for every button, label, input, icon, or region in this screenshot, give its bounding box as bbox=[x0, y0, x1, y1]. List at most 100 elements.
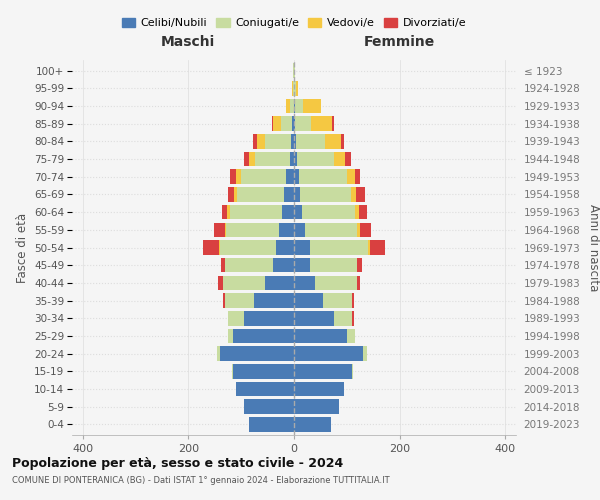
Bar bbox=[233, 364, 294, 378]
Bar bbox=[347, 170, 355, 184]
Bar bbox=[358, 222, 360, 237]
Bar bbox=[310, 240, 368, 255]
Bar bbox=[227, 205, 230, 220]
Bar bbox=[273, 116, 281, 131]
Bar bbox=[295, 98, 303, 113]
Bar bbox=[225, 294, 254, 308]
Bar bbox=[290, 152, 294, 166]
Bar bbox=[286, 98, 290, 113]
Bar bbox=[265, 134, 292, 148]
Bar bbox=[355, 170, 360, 184]
Bar bbox=[232, 364, 233, 378]
Bar bbox=[230, 170, 236, 184]
Bar bbox=[358, 276, 360, 290]
Bar bbox=[230, 205, 283, 220]
Bar bbox=[281, 116, 292, 131]
Bar bbox=[294, 187, 301, 202]
Bar bbox=[286, 170, 294, 184]
Bar bbox=[292, 134, 294, 148]
Bar bbox=[292, 116, 294, 131]
Text: Femmine: Femmine bbox=[364, 36, 436, 50]
Text: Maschi: Maschi bbox=[161, 36, 215, 50]
Bar bbox=[244, 400, 294, 414]
Bar bbox=[220, 240, 275, 255]
Bar bbox=[360, 222, 371, 237]
Bar bbox=[256, 152, 290, 166]
Bar bbox=[345, 152, 350, 166]
Bar bbox=[294, 222, 305, 237]
Bar bbox=[217, 346, 220, 361]
Bar bbox=[294, 294, 323, 308]
Bar bbox=[226, 222, 279, 237]
Bar bbox=[350, 187, 356, 202]
Bar bbox=[236, 170, 241, 184]
Bar bbox=[253, 134, 257, 148]
Bar bbox=[249, 152, 256, 166]
Bar bbox=[294, 258, 310, 272]
Bar bbox=[332, 116, 334, 131]
Bar bbox=[293, 81, 294, 96]
Bar bbox=[352, 294, 354, 308]
Bar bbox=[219, 240, 220, 255]
Bar bbox=[244, 152, 249, 166]
Bar bbox=[363, 346, 367, 361]
Bar bbox=[294, 152, 296, 166]
Bar bbox=[370, 240, 385, 255]
Bar bbox=[283, 205, 294, 220]
Bar bbox=[203, 240, 219, 255]
Bar bbox=[218, 276, 223, 290]
Bar bbox=[294, 346, 363, 361]
Bar bbox=[303, 98, 322, 113]
Y-axis label: Anni di nascita: Anni di nascita bbox=[587, 204, 600, 291]
Bar bbox=[296, 152, 334, 166]
Bar bbox=[359, 205, 367, 220]
Bar bbox=[234, 187, 237, 202]
Bar bbox=[294, 205, 302, 220]
Bar bbox=[223, 276, 265, 290]
Bar bbox=[302, 205, 355, 220]
Y-axis label: Fasce di età: Fasce di età bbox=[16, 212, 29, 282]
Bar bbox=[272, 116, 273, 131]
Bar bbox=[347, 328, 355, 343]
Bar bbox=[356, 187, 365, 202]
Bar bbox=[221, 258, 225, 272]
Bar bbox=[301, 187, 350, 202]
Bar bbox=[275, 240, 294, 255]
Bar bbox=[233, 328, 294, 343]
Bar bbox=[305, 222, 358, 237]
Bar bbox=[296, 81, 298, 96]
Bar bbox=[323, 294, 352, 308]
Text: Popolazione per età, sesso e stato civile - 2024: Popolazione per età, sesso e stato civil… bbox=[12, 458, 343, 470]
Bar bbox=[325, 134, 341, 148]
Bar bbox=[279, 222, 294, 237]
Bar bbox=[294, 311, 334, 326]
Bar bbox=[265, 276, 294, 290]
Bar bbox=[214, 222, 225, 237]
Bar bbox=[228, 328, 233, 343]
Bar bbox=[296, 134, 325, 148]
Bar bbox=[228, 187, 234, 202]
Bar bbox=[294, 170, 299, 184]
Bar bbox=[294, 134, 296, 148]
Bar bbox=[294, 382, 344, 396]
Bar bbox=[294, 276, 315, 290]
Bar bbox=[228, 311, 244, 326]
Bar bbox=[294, 364, 352, 378]
Bar bbox=[341, 134, 344, 148]
Bar bbox=[273, 258, 294, 272]
Bar bbox=[254, 294, 294, 308]
Bar bbox=[220, 346, 294, 361]
Bar bbox=[311, 116, 332, 131]
Bar bbox=[355, 205, 359, 220]
Bar bbox=[352, 364, 353, 378]
Bar bbox=[236, 382, 294, 396]
Bar bbox=[368, 240, 370, 255]
Bar bbox=[294, 328, 347, 343]
Bar bbox=[295, 116, 311, 131]
Bar bbox=[241, 170, 286, 184]
Bar bbox=[334, 152, 345, 166]
Text: COMUNE DI PONTERANICA (BG) - Dati ISTAT 1° gennaio 2024 - Elaborazione TUTTITALI: COMUNE DI PONTERANICA (BG) - Dati ISTAT … bbox=[12, 476, 389, 485]
Bar bbox=[225, 222, 226, 237]
Bar bbox=[294, 417, 331, 432]
Bar bbox=[249, 417, 294, 432]
